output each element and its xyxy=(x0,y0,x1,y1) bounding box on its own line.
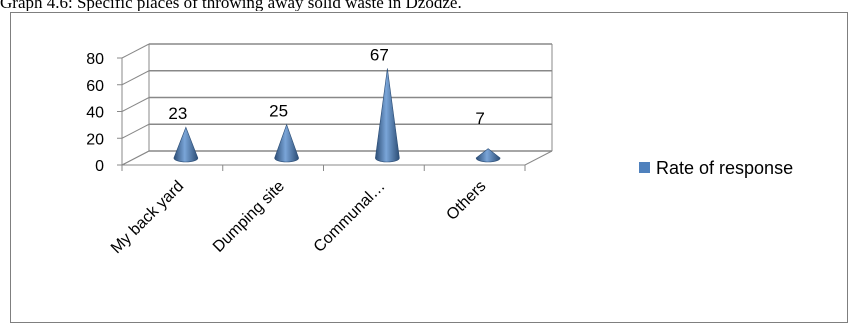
cone-dumping-site xyxy=(274,123,299,163)
gridlines xyxy=(121,43,552,166)
y-tick-label: 40 xyxy=(86,105,104,122)
gridline-side xyxy=(121,70,150,86)
x-category-label: My back yard xyxy=(108,178,187,257)
x-axis: My back yard Dumping site Communal… Others xyxy=(108,165,526,257)
cone-my-back-yard xyxy=(173,126,199,163)
data-label: 67 xyxy=(370,45,389,64)
legend-label: Rate of response xyxy=(656,158,793,178)
legend: Rate of response xyxy=(639,158,793,178)
data-label: 23 xyxy=(168,104,187,123)
gridline-side xyxy=(121,97,150,112)
x-category-label: Others xyxy=(443,178,489,224)
legend-swatch xyxy=(639,162,650,173)
data-label: 7 xyxy=(475,109,484,128)
y-tick-label: 20 xyxy=(86,131,104,148)
data-label: 25 xyxy=(269,102,288,121)
cone-marks xyxy=(173,68,501,163)
gridline-side xyxy=(121,150,150,166)
chart-frame xyxy=(10,12,848,323)
y-tick-label: 0 xyxy=(95,158,104,175)
cone-others xyxy=(475,148,501,163)
gridline-side xyxy=(121,123,150,139)
gridline-side xyxy=(121,43,150,59)
data-labels: 23 25 67 7 xyxy=(168,45,484,128)
x-category-label: Dumping site xyxy=(210,178,288,256)
cone-communal xyxy=(375,68,400,163)
y-tick-label: 60 xyxy=(86,78,104,95)
y-axis: 0 20 40 60 80 xyxy=(86,51,122,175)
chart-caption: Graph 4.6: Specific places of throwing a… xyxy=(0,0,462,11)
x-category-label: Communal… xyxy=(311,178,389,256)
y-tick-label: 80 xyxy=(86,51,104,68)
